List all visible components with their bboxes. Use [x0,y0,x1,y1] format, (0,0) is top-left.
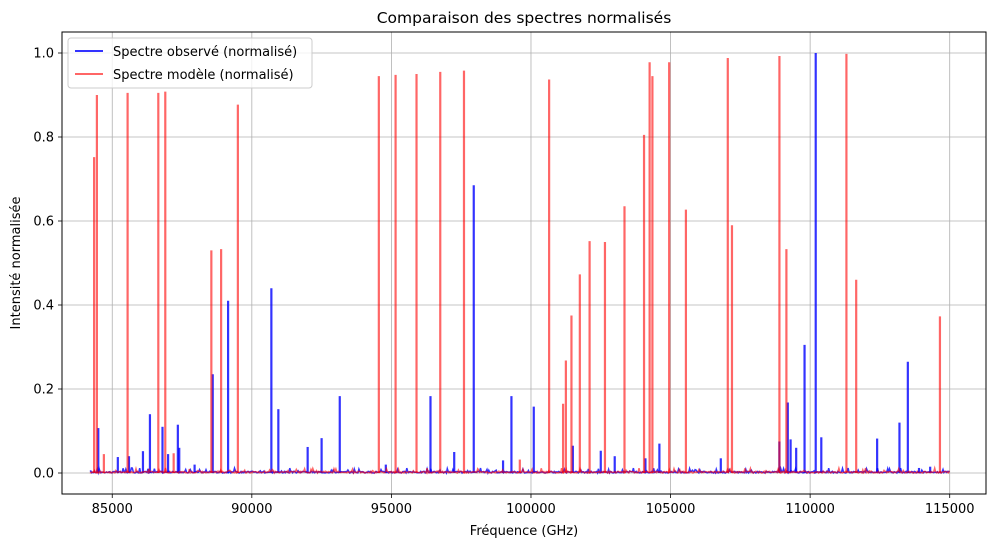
chart-title: Comparaison des spectres normalisés [377,9,672,27]
x-tick-label: 95000 [371,502,412,517]
y-tick-label: 0.0 [33,467,54,482]
y-tick-label: 0.6 [33,215,54,230]
legend-box [67,37,313,89]
x-tick-label: 105000 [646,502,696,517]
y-axis-label: Intensité normalisée [9,197,24,330]
y-tick-label: 0.4 [33,299,54,314]
x-tick-label: 115000 [925,502,975,517]
series-layer [89,53,951,476]
x-tick-label: 110000 [785,502,835,517]
plot-area [62,32,986,494]
y-tick-label: 0.2 [33,383,54,398]
x-tick-label: 85000 [92,502,133,517]
x-tick-label: 100000 [506,502,556,517]
legend-label-observed: Spectre observé (normalisé) [113,45,297,60]
ticks: 85000 90000 95000 100000 105000 110000 115000 0… [33,47,974,518]
legend: Spectre observé (normalisé) Spectre modè… [67,37,313,89]
x-axis-label: Fréquence (GHz) [470,524,578,539]
legend-label-model: Spectre modèle (normalisé) [113,68,294,83]
x-tick-label: 90000 [231,502,272,517]
plot-frame [61,31,987,495]
y-tick-label: 1.0 [33,47,54,62]
y-tick-label: 0.8 [33,131,54,146]
